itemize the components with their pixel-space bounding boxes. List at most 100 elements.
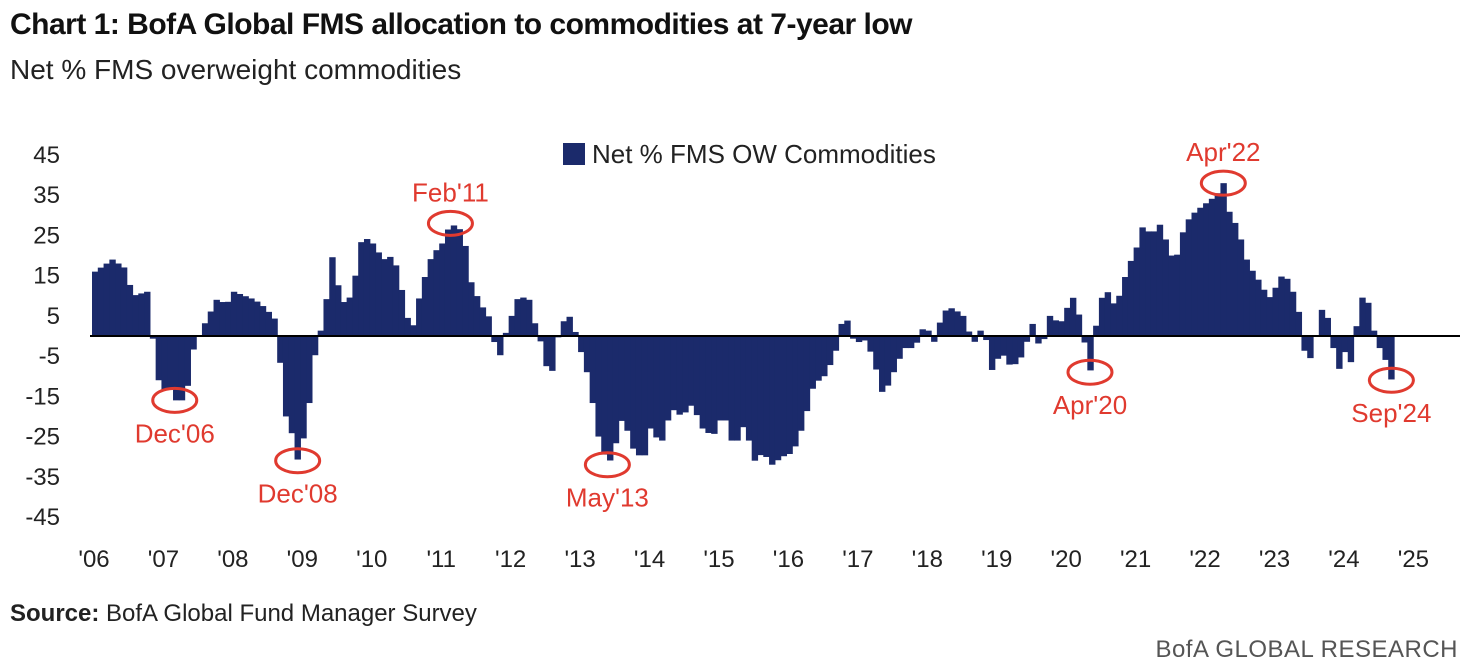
bar xyxy=(711,336,718,434)
bar xyxy=(439,243,446,336)
bar xyxy=(479,307,487,336)
bar xyxy=(624,336,631,431)
bar xyxy=(473,296,481,336)
annotation-label: Dec'06 xyxy=(135,418,215,448)
bar xyxy=(1278,276,1285,336)
bar xyxy=(421,277,429,336)
bar xyxy=(381,259,388,336)
bar xyxy=(1336,336,1343,369)
bar xyxy=(1012,336,1019,365)
bar xyxy=(803,336,811,412)
bar xyxy=(1046,315,1054,336)
x-tick-label: '18 xyxy=(912,546,943,573)
bar xyxy=(323,299,330,336)
bar xyxy=(502,332,510,336)
bar xyxy=(103,263,110,336)
chart-subtitle: Net % FMS overweight commodities xyxy=(10,54,462,85)
bar xyxy=(902,336,909,349)
bar xyxy=(300,336,307,439)
bar xyxy=(607,336,614,461)
bar xyxy=(259,306,267,336)
bar xyxy=(306,336,313,404)
bar xyxy=(913,336,921,343)
y-tick-label: -35 xyxy=(25,464,60,491)
bar xyxy=(751,336,759,461)
bar xyxy=(144,291,151,336)
bar xyxy=(132,295,139,336)
x-tick-label: '19 xyxy=(981,546,1012,573)
bar xyxy=(809,336,816,389)
bar xyxy=(1220,183,1227,336)
bar xyxy=(1162,239,1169,336)
bar xyxy=(526,299,533,336)
bar xyxy=(1029,323,1036,336)
bar xyxy=(167,336,174,390)
x-tick-label: '21 xyxy=(1120,546,1151,573)
source-text: BofA Global Fund Manager Survey xyxy=(106,600,477,627)
x-tick-label: '20 xyxy=(1051,546,1082,573)
bar xyxy=(427,259,435,336)
annotation-circle xyxy=(426,209,474,237)
bar xyxy=(201,323,209,336)
x-tick-label: '25 xyxy=(1398,546,1429,573)
x-tick-label: '16 xyxy=(773,546,804,573)
bar xyxy=(664,336,672,421)
bar xyxy=(375,252,382,336)
bar xyxy=(601,336,608,455)
bar xyxy=(1255,279,1262,336)
bar xyxy=(1122,277,1129,336)
annotation-circle xyxy=(1066,358,1114,386)
y-tick-label: 45 xyxy=(33,142,60,169)
bar xyxy=(1376,336,1384,349)
bar xyxy=(960,315,967,336)
bar xyxy=(942,310,950,336)
y-tick-label: 25 xyxy=(33,222,60,249)
bar xyxy=(850,336,857,339)
x-axis-ticks: '06 '07 '08 '09 '10 '11 '12 '13 '14 '15 '16 '17 '18 '… xyxy=(78,546,1429,573)
bar xyxy=(236,293,244,336)
bar xyxy=(207,311,215,336)
bar xyxy=(387,256,394,336)
bar xyxy=(126,284,134,336)
bar xyxy=(1370,330,1378,336)
bar xyxy=(583,336,591,373)
bar xyxy=(1041,336,1048,340)
bar xyxy=(1110,303,1117,336)
bar xyxy=(317,330,325,336)
y-tick-label: -45 xyxy=(25,504,60,531)
bar xyxy=(173,336,180,401)
bar xyxy=(728,336,735,441)
y-axis-ticks: 45 35 25 15 5 -5 -15 -25 -35 -45 xyxy=(25,142,60,531)
bar xyxy=(335,285,342,336)
x-tick-label: '12 xyxy=(495,546,526,573)
bar xyxy=(832,336,840,351)
bar xyxy=(1145,231,1152,336)
bar xyxy=(1052,320,1059,336)
annotation-circle xyxy=(151,386,199,414)
x-tick-label: '22 xyxy=(1189,546,1220,573)
y-tick-label: 35 xyxy=(33,182,60,209)
bar xyxy=(444,229,452,336)
bar xyxy=(716,336,724,421)
bar xyxy=(740,336,747,428)
bar xyxy=(1075,314,1083,336)
x-tick-label: '08 xyxy=(217,546,248,573)
bar xyxy=(1017,336,1025,358)
bar xyxy=(792,336,799,447)
bar xyxy=(688,336,695,406)
bar xyxy=(1168,255,1175,336)
bar xyxy=(1324,317,1331,336)
bar xyxy=(745,336,753,441)
bar xyxy=(219,302,226,336)
bar xyxy=(1289,291,1297,336)
bar xyxy=(1237,239,1245,336)
bar xyxy=(774,336,782,461)
bar xyxy=(468,282,475,336)
bar xyxy=(1081,336,1088,343)
bar xyxy=(358,242,365,336)
bar xyxy=(1208,198,1216,336)
bar xyxy=(919,329,926,336)
bar xyxy=(734,336,741,441)
x-tick-label: '15 xyxy=(703,546,734,573)
annotation-circle xyxy=(583,451,631,479)
